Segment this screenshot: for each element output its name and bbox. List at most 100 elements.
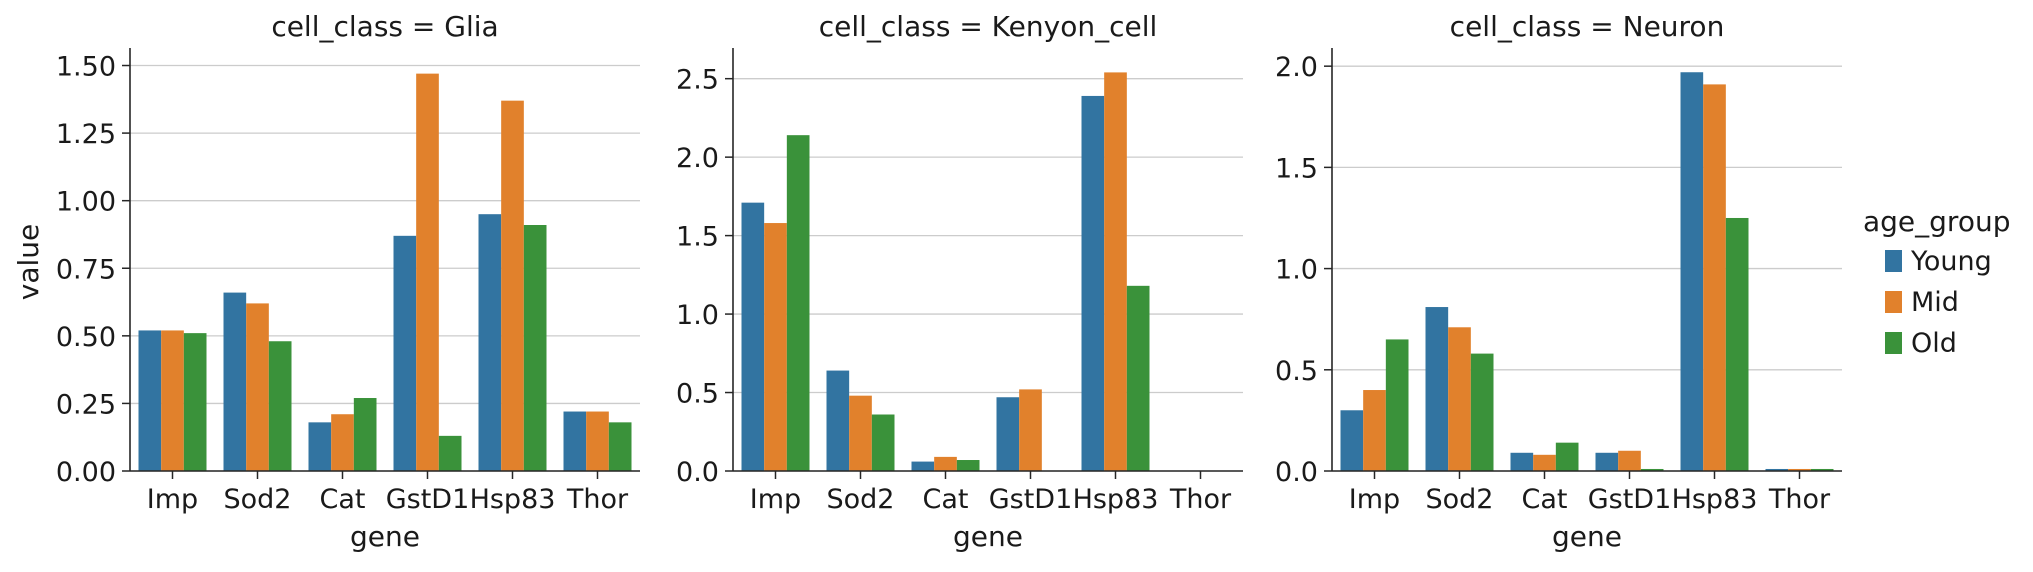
x-tick-label: Thor <box>1169 484 1232 515</box>
bar-old-imp <box>183 333 207 471</box>
x-axis-title: gene <box>1552 520 1622 553</box>
facet-title: cell_class = Kenyon_cell <box>819 10 1158 43</box>
x-tick-label: GstD1 <box>386 484 470 515</box>
legend-swatch <box>1885 332 1902 354</box>
legend-item-young: Young <box>1885 246 1992 277</box>
x-tick-label: Hsp83 <box>1073 484 1159 515</box>
bar-young-thor <box>1765 468 1789 471</box>
bar-young-imp <box>138 330 162 471</box>
y-tick-label: 1.0 <box>676 300 719 331</box>
x-tick-label: Cat <box>923 484 969 515</box>
legend-items: Young Mid Old <box>1885 246 1992 359</box>
bar-mid-hsp83 <box>1703 84 1726 471</box>
facet-panels: 0.00 0.25 0.50 0.75 1.00 1.25 1.50 Imp Sod2 Cat Gs… <box>56 10 1842 553</box>
x-tick-label: Cat <box>320 484 366 515</box>
x-tick-label: Imp <box>750 484 801 515</box>
bar-young-hsp83 <box>1081 95 1105 472</box>
y-tick-label: 0.00 <box>56 457 116 488</box>
bar-mid-hsp83 <box>501 100 524 471</box>
y-tick-label: 0.50 <box>56 322 116 353</box>
y-tick-label: 0.75 <box>56 254 116 285</box>
legend-swatch <box>1885 250 1902 272</box>
bar-young-sod2 <box>826 370 850 471</box>
bar-young-cat <box>1510 452 1534 471</box>
x-tick-label: Hsp83 <box>470 484 556 515</box>
bar-old-gstd1 <box>438 435 462 471</box>
bar-old-gstd1 <box>1640 468 1664 471</box>
bar-mid-sod2 <box>849 395 872 471</box>
bar-young-sod2 <box>223 292 247 471</box>
bar-young-gstd1 <box>393 235 417 471</box>
bar-mid-hsp83 <box>1104 72 1127 471</box>
bar-old-imp <box>786 135 810 471</box>
y-tick-label: 0.5 <box>676 379 719 410</box>
bar-mid-gstd1 <box>416 73 439 472</box>
facet-panel-1: 0.00 0.25 0.50 0.75 1.00 1.25 1.50 Imp Sod2 Cat Gs… <box>56 10 640 553</box>
x-tick-label: Hsp83 <box>1672 484 1758 515</box>
x-tick-label: Imp <box>147 484 198 515</box>
bar-old-imp <box>1385 339 1409 471</box>
y-tick-label: 1.25 <box>56 119 116 150</box>
bar-old-sod2 <box>871 414 895 471</box>
bar-mid-gstd1 <box>1618 450 1641 471</box>
bar-old-sod2 <box>268 341 292 471</box>
bar-mid-cat <box>1533 454 1556 471</box>
x-tick-label: Sod2 <box>827 484 895 515</box>
bar-young-gstd1 <box>996 397 1020 471</box>
y-tick-label: 1.0 <box>1275 255 1318 286</box>
bar-young-thor <box>563 411 587 471</box>
bar-old-thor <box>608 422 632 471</box>
x-tick-label: Cat <box>1522 484 1568 515</box>
y-axis-title: value <box>12 224 45 300</box>
bar-mid-cat <box>934 456 957 471</box>
legend-label: Mid <box>1911 287 1959 318</box>
bar-mid-thor <box>586 411 609 471</box>
y-tick-label: 0.0 <box>1275 457 1318 488</box>
x-tick-label: Sod2 <box>1426 484 1494 515</box>
facet-panel-2: 0.0 0.5 1.0 1.5 2.0 2.5 Imp Sod2 Cat GstD1 Hsp83 Th… <box>676 10 1243 553</box>
y-tick-label: 0.0 <box>676 457 719 488</box>
bar-young-imp <box>741 202 765 472</box>
bar-young-sod2 <box>1425 307 1449 471</box>
bar-old-hsp83 <box>1725 217 1749 471</box>
y-tick-label: 0.5 <box>1275 356 1318 387</box>
bar-old-cat <box>1555 442 1579 471</box>
legend: age_group Young Mid Old <box>1863 205 2010 359</box>
legend-label: Young <box>1910 246 1992 277</box>
legend-swatch <box>1885 291 1902 313</box>
bar-old-thor <box>1810 468 1834 471</box>
x-tick-label: Imp <box>1349 484 1400 515</box>
facet-panel-3: 0.0 0.5 1.0 1.5 2.0 Imp Sod2 Cat GstD1 Hsp83 Thor g… <box>1275 10 1842 553</box>
bar-old-sod2 <box>1470 353 1494 471</box>
bar-mid-imp <box>1363 390 1386 471</box>
x-tick-label: GstD1 <box>1588 484 1672 515</box>
bar-young-hsp83 <box>1680 72 1704 471</box>
bar-mid-gstd1 <box>1019 389 1042 471</box>
bar-young-cat <box>911 461 935 471</box>
bar-young-gstd1 <box>1595 452 1619 471</box>
y-tick-label: 1.5 <box>1275 153 1318 184</box>
x-tick-label: Thor <box>1768 484 1831 515</box>
y-tick-label: 2.0 <box>676 143 719 174</box>
legend-item-mid: Mid <box>1885 287 1959 318</box>
bar-old-cat <box>353 398 377 471</box>
bar-young-hsp83 <box>478 214 502 471</box>
bar-old-hsp83 <box>1126 285 1150 471</box>
x-axis-title: gene <box>350 520 420 553</box>
x-tick-label: GstD1 <box>989 484 1073 515</box>
bar-mid-imp <box>764 223 787 471</box>
legend-title: age_group <box>1863 205 2010 238</box>
y-tick-label: 0.25 <box>56 389 116 420</box>
y-tick-label: 2.0 <box>1275 52 1318 83</box>
bar-young-imp <box>1340 410 1364 471</box>
facet-title: cell_class = Glia <box>271 10 498 43</box>
bar-mid-imp <box>161 330 184 471</box>
bar-old-hsp83 <box>523 225 547 471</box>
x-tick-label: Thor <box>566 484 629 515</box>
y-tick-label: 1.50 <box>56 52 116 83</box>
bar-mid-sod2 <box>246 303 269 471</box>
y-tick-label: 2.5 <box>676 65 719 96</box>
legend-label: Old <box>1911 328 1957 359</box>
